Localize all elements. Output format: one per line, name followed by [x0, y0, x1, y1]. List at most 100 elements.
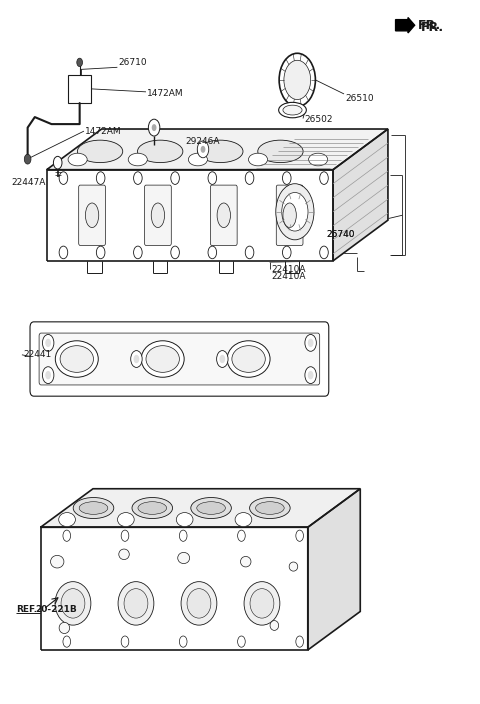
- Ellipse shape: [178, 553, 190, 564]
- Circle shape: [59, 246, 68, 259]
- Circle shape: [77, 58, 83, 67]
- Circle shape: [131, 351, 142, 367]
- Circle shape: [308, 339, 313, 347]
- Ellipse shape: [249, 153, 267, 166]
- Circle shape: [238, 636, 245, 647]
- Circle shape: [121, 636, 129, 647]
- Polygon shape: [40, 527, 308, 650]
- Ellipse shape: [289, 562, 298, 571]
- Circle shape: [180, 530, 187, 541]
- Circle shape: [148, 119, 160, 136]
- Ellipse shape: [250, 589, 274, 618]
- Circle shape: [180, 636, 187, 647]
- Ellipse shape: [188, 153, 207, 166]
- Ellipse shape: [197, 502, 226, 515]
- Circle shape: [282, 172, 291, 184]
- Ellipse shape: [141, 341, 184, 377]
- Text: 1472AM: 1472AM: [85, 127, 121, 136]
- Text: 20-221B: 20-221B: [36, 605, 77, 614]
- Circle shape: [238, 530, 245, 541]
- Ellipse shape: [176, 513, 193, 527]
- Ellipse shape: [279, 102, 306, 118]
- Ellipse shape: [79, 502, 108, 515]
- Ellipse shape: [61, 589, 85, 618]
- Ellipse shape: [191, 498, 231, 519]
- Circle shape: [53, 156, 62, 169]
- Ellipse shape: [217, 203, 230, 227]
- Ellipse shape: [118, 513, 134, 527]
- Circle shape: [24, 154, 31, 164]
- FancyBboxPatch shape: [276, 185, 303, 246]
- Polygon shape: [40, 489, 360, 527]
- Circle shape: [305, 367, 316, 384]
- FancyBboxPatch shape: [79, 185, 106, 246]
- Text: 26740: 26740: [326, 230, 354, 239]
- Ellipse shape: [198, 140, 243, 163]
- Ellipse shape: [73, 498, 114, 519]
- Ellipse shape: [187, 589, 211, 618]
- Ellipse shape: [124, 589, 148, 618]
- Ellipse shape: [283, 105, 302, 115]
- Circle shape: [245, 172, 254, 184]
- Circle shape: [171, 172, 180, 184]
- Text: FR.: FR.: [421, 21, 444, 34]
- Ellipse shape: [276, 184, 314, 240]
- Circle shape: [308, 371, 313, 379]
- Polygon shape: [47, 129, 388, 170]
- FancyBboxPatch shape: [30, 322, 329, 396]
- FancyBboxPatch shape: [210, 185, 237, 246]
- Ellipse shape: [244, 582, 280, 625]
- Ellipse shape: [55, 582, 91, 625]
- Circle shape: [96, 246, 105, 259]
- Circle shape: [320, 172, 328, 184]
- Ellipse shape: [128, 153, 147, 166]
- Circle shape: [296, 530, 303, 541]
- Polygon shape: [333, 129, 388, 261]
- FancyBboxPatch shape: [39, 333, 320, 385]
- Ellipse shape: [270, 620, 279, 630]
- Ellipse shape: [235, 513, 252, 527]
- Ellipse shape: [282, 192, 308, 231]
- Circle shape: [219, 355, 225, 363]
- Circle shape: [216, 351, 228, 367]
- Polygon shape: [47, 170, 333, 261]
- Text: 22441: 22441: [23, 351, 51, 359]
- Text: 22447A: 22447A: [11, 178, 45, 187]
- Ellipse shape: [59, 622, 70, 634]
- Text: 26740: 26740: [326, 230, 354, 239]
- Circle shape: [208, 172, 216, 184]
- Text: 26502: 26502: [304, 115, 333, 124]
- Ellipse shape: [60, 346, 94, 372]
- Circle shape: [133, 246, 142, 259]
- Ellipse shape: [258, 140, 303, 163]
- Ellipse shape: [50, 555, 64, 568]
- Circle shape: [282, 246, 291, 259]
- Text: 29246A: 29246A: [185, 137, 220, 146]
- Ellipse shape: [138, 502, 167, 515]
- Circle shape: [63, 530, 71, 541]
- Ellipse shape: [240, 556, 251, 567]
- Circle shape: [284, 61, 311, 99]
- Circle shape: [63, 636, 71, 647]
- Ellipse shape: [250, 498, 290, 519]
- Circle shape: [45, 371, 51, 379]
- Circle shape: [121, 530, 129, 541]
- Ellipse shape: [227, 341, 270, 377]
- Polygon shape: [308, 489, 360, 650]
- Circle shape: [59, 172, 68, 184]
- Circle shape: [197, 141, 209, 158]
- Ellipse shape: [77, 140, 123, 163]
- Ellipse shape: [55, 341, 98, 377]
- Circle shape: [320, 246, 328, 259]
- Circle shape: [152, 124, 156, 131]
- Ellipse shape: [146, 346, 180, 372]
- Circle shape: [305, 334, 316, 351]
- Text: 26710: 26710: [118, 58, 147, 68]
- Ellipse shape: [255, 502, 284, 515]
- FancyArrow shape: [396, 18, 415, 33]
- Circle shape: [245, 246, 254, 259]
- Ellipse shape: [68, 153, 87, 166]
- FancyBboxPatch shape: [144, 185, 171, 246]
- Text: FR.: FR.: [418, 19, 441, 32]
- Circle shape: [42, 367, 54, 384]
